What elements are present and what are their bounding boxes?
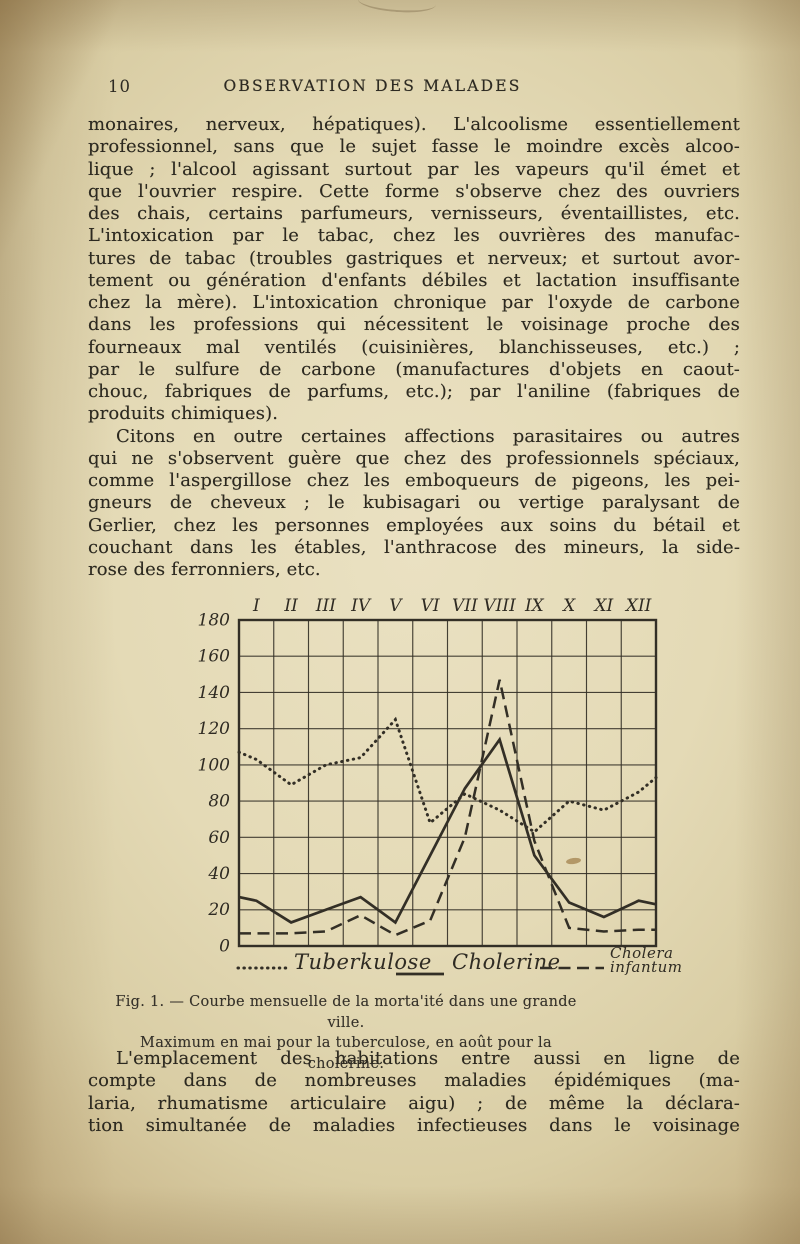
text-line: couchant dans les étables, l'anthracose … bbox=[88, 536, 740, 558]
text-line: tement ou génération d'enfants débiles e… bbox=[88, 269, 740, 291]
text-line: comme l'aspergillose chez les emboqueurs… bbox=[88, 470, 740, 491]
svg-text:III: III bbox=[315, 596, 336, 616]
svg-text:I: I bbox=[252, 596, 260, 616]
legend-label-cholera-infantum: Cholera infantum bbox=[610, 944, 683, 976]
solid-line-sample bbox=[396, 972, 444, 976]
text-line: que l'ouvrier respire. Cette forme s'obs… bbox=[88, 180, 740, 202]
svg-text:VIII: VIII bbox=[483, 596, 516, 616]
photo-artifact bbox=[357, 0, 437, 15]
svg-text:II: II bbox=[283, 596, 298, 616]
text-line: gneurs de cheveux ; le kubisagari ou ver… bbox=[88, 492, 740, 514]
paragraph: L'emplacement des habitations entre auss… bbox=[88, 1048, 740, 1137]
svg-text:IX: IX bbox=[524, 596, 545, 616]
text-line: qui ne s'observent guère que chez des pr… bbox=[88, 447, 740, 469]
svg-text:0: 0 bbox=[219, 936, 230, 956]
legend-label-cholerine: Cholerine bbox=[452, 950, 561, 974]
text-line: fourneaux mal ventilés (cuisinières, bla… bbox=[88, 336, 740, 358]
text-line: Citons en outre certaines affections par… bbox=[116, 425, 740, 447]
text-line: rose des ferronniers, etc. bbox=[88, 559, 321, 580]
text-line: tures de tabac (troubles gastriques et n… bbox=[88, 247, 740, 269]
text-line: professionnel, sans que le sujet fasse l… bbox=[88, 136, 740, 158]
svg-text:140: 140 bbox=[198, 683, 231, 703]
text-line: chez la mère). L'intoxication chronique … bbox=[88, 292, 740, 313]
svg-text:XI: XI bbox=[592, 596, 613, 616]
dotted-line-sample bbox=[236, 966, 288, 970]
text-line: Gerlier, chez les personnes employées au… bbox=[88, 514, 740, 536]
text-line: chouc, fabriques de parfums, etc.); par … bbox=[88, 381, 740, 402]
legend-label-tuberkulose: Tuberkulose bbox=[294, 950, 432, 974]
svg-text:X: X bbox=[561, 596, 576, 616]
text-line: monaires, nerveux, hépatiques). L'alcool… bbox=[88, 114, 740, 135]
text-line: des chais, certains parfumeurs, vernisse… bbox=[88, 203, 740, 224]
svg-text:V: V bbox=[389, 596, 403, 616]
figure-caption-line1: Fig. 1. — Courbe mensuelle de la morta'i… bbox=[115, 994, 577, 1031]
svg-text:20: 20 bbox=[207, 900, 230, 920]
text-line: produits chimiques). bbox=[88, 403, 279, 425]
svg-text:100: 100 bbox=[198, 755, 231, 775]
text-line: laria, rhumatisme articulaire aigu) ; de… bbox=[88, 1092, 740, 1114]
text-line: lique ; l'alcool agissant surtout par le… bbox=[88, 158, 740, 180]
svg-text:60: 60 bbox=[208, 828, 230, 848]
running-title: OBSERVATION DES MALADES bbox=[223, 77, 522, 95]
dashed-line-sample bbox=[540, 966, 604, 970]
svg-text:160: 160 bbox=[198, 647, 231, 667]
page-number: 10 bbox=[108, 77, 131, 96]
body-text: monaires, nerveux, hépatiques). L'alcool… bbox=[88, 114, 740, 581]
text-line: dans les professions qui nécessitent le … bbox=[88, 314, 740, 336]
paragraph: Citons en outre certaines affections par… bbox=[88, 426, 740, 582]
text-line: L'emplacement des habitations entre auss… bbox=[116, 1048, 740, 1069]
svg-text:XII: XII bbox=[624, 596, 652, 616]
svg-text:VII: VII bbox=[452, 596, 478, 616]
paragraph: monaires, nerveux, hépatiques). L'alcool… bbox=[88, 114, 740, 426]
text-line: tion simultanée de maladies infectieuses… bbox=[88, 1114, 740, 1136]
text-line: L'intoxication par le tabac, chez les ou… bbox=[88, 225, 740, 247]
figure-caption: Fig. 1. — Courbe mensuelle de la morta'i… bbox=[100, 992, 592, 1074]
svg-text:IV: IV bbox=[350, 596, 372, 616]
svg-text:VI: VI bbox=[421, 596, 440, 616]
svg-text:180: 180 bbox=[198, 610, 231, 630]
figure-caption-line2: Maximum en mai pour la tuberculose, en a… bbox=[140, 1035, 552, 1072]
page-header: 10 OBSERVATION DES MALADES bbox=[0, 77, 800, 99]
svg-text:40: 40 bbox=[207, 864, 230, 884]
text-line: par le sulfure de carbone (manufactures … bbox=[88, 358, 740, 380]
svg-text:80: 80 bbox=[208, 792, 230, 812]
text-line: compte dans de nombreuses maladies épidé… bbox=[88, 1070, 740, 1092]
svg-text:120: 120 bbox=[198, 719, 231, 739]
closing-text: L'emplacement des habitations entre auss… bbox=[88, 1048, 740, 1137]
